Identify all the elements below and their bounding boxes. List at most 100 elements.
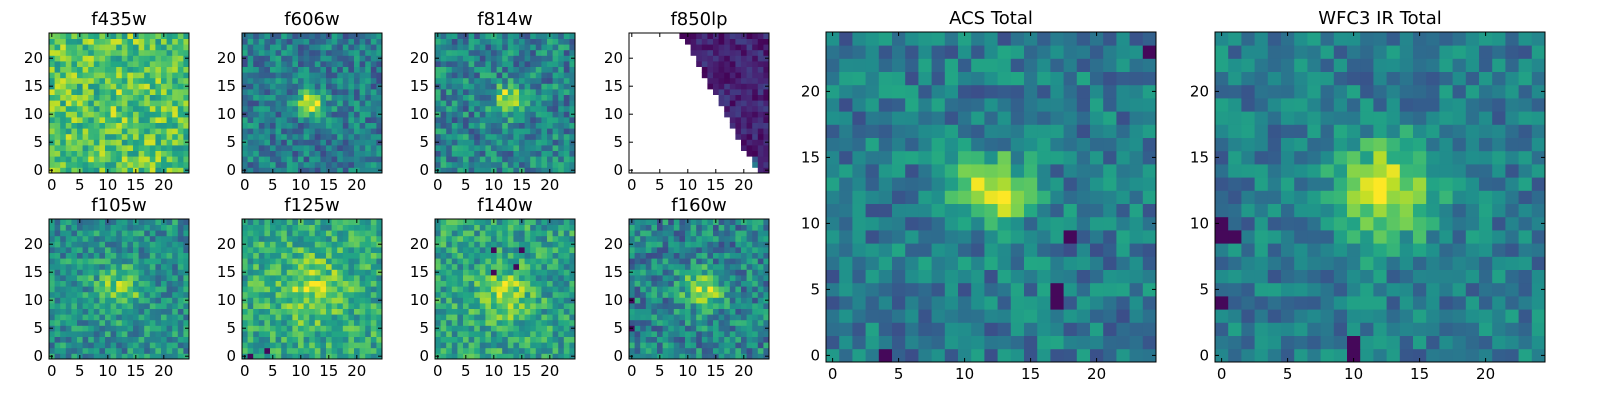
heatmap-cell — [275, 89, 282, 95]
heatmap-cell — [155, 100, 162, 107]
heatmap-cell — [298, 128, 304, 135]
heatmap-cell — [49, 77, 55, 84]
heatmap-cell — [183, 336, 190, 343]
heatmap-cell — [342, 235, 349, 242]
heatmap-cell — [645, 275, 652, 281]
heatmap-cell — [298, 66, 304, 73]
heatmap-cell — [166, 353, 173, 360]
heatmap-cell — [166, 105, 173, 112]
heatmap-cell — [138, 66, 145, 73]
heatmap-cell — [440, 150, 447, 157]
heatmap-cell — [253, 61, 260, 67]
heatmap-cell — [242, 89, 248, 95]
heatmap-cell — [535, 105, 542, 112]
heatmap-cell — [474, 44, 481, 51]
heatmap-cell — [116, 347, 123, 354]
heatmap-cell — [144, 286, 151, 293]
heatmap-cell — [474, 94, 481, 101]
heatmap-cell — [440, 297, 447, 304]
heatmap-cell — [558, 133, 565, 140]
heatmap-cell — [724, 303, 731, 309]
heatmap-cell — [258, 61, 265, 67]
heatmap-cell — [326, 291, 332, 298]
heatmap-cell — [634, 269, 641, 276]
heatmap-cell — [446, 33, 453, 39]
heatmap-cell — [468, 55, 475, 62]
heatmap-cell — [463, 280, 469, 287]
heatmap-cell — [247, 156, 254, 163]
heatmap-cell — [270, 230, 276, 237]
heatmap-cell — [507, 336, 514, 343]
heatmap-cell — [370, 286, 377, 293]
heatmap-cell — [121, 161, 128, 168]
heatmap-cell — [746, 44, 753, 51]
heatmap-cell — [281, 258, 288, 265]
heatmap-cell — [718, 291, 725, 298]
heatmap-cell — [729, 308, 736, 315]
heatmap-cell — [298, 275, 304, 281]
heatmap-cell — [144, 258, 151, 265]
heatmap-cell — [690, 286, 697, 293]
heatmap-cell — [247, 66, 254, 73]
heatmap-cell — [77, 139, 83, 146]
heatmap-cell — [513, 128, 520, 135]
heatmap-cell — [298, 269, 304, 276]
heatmap-cell — [93, 133, 100, 140]
heatmap-cell — [435, 105, 441, 112]
heatmap-cell — [435, 122, 441, 129]
heatmap-cell — [468, 66, 475, 73]
heatmap-cell — [161, 303, 167, 309]
heatmap-cell — [673, 336, 680, 343]
heatmap-cell — [370, 117, 377, 123]
heatmap-cell — [116, 314, 123, 321]
heatmap-cell — [701, 297, 708, 304]
heatmap-cell — [839, 322, 853, 336]
heatmap-cell — [707, 308, 714, 315]
heatmap-cell — [679, 319, 686, 326]
heatmap-cell — [446, 269, 453, 276]
y-tick-label: 0 — [226, 161, 236, 179]
heatmap-cell — [451, 319, 458, 326]
heatmap-cell — [513, 72, 520, 79]
heatmap-cell — [303, 161, 310, 168]
heatmap-cell — [331, 66, 338, 73]
heatmap-cell — [370, 258, 377, 265]
heatmap-cell — [133, 347, 139, 354]
heatmap-cell — [258, 145, 265, 151]
heatmap-cell — [172, 319, 179, 326]
heatmap-cell — [558, 235, 565, 242]
heatmap-cell — [82, 291, 89, 298]
x-tick-label: 20 — [540, 362, 559, 380]
heatmap-cell — [376, 252, 383, 259]
heatmap-cell — [264, 308, 271, 315]
heatmap-cell — [138, 319, 145, 326]
heatmap-cell — [530, 263, 537, 270]
heatmap-cell — [496, 133, 503, 140]
heatmap-cell — [718, 94, 725, 101]
heatmap-cell — [440, 247, 447, 253]
heatmap-cell — [116, 150, 123, 157]
heatmap-cell — [54, 38, 61, 45]
heatmap-cell — [303, 100, 310, 107]
heatmap-cell — [298, 247, 304, 253]
heatmap-cell — [110, 280, 117, 287]
heatmap-cell — [65, 161, 72, 168]
heatmap-cell — [71, 252, 78, 259]
heatmap-cell — [741, 83, 747, 90]
heatmap-cell — [127, 33, 134, 39]
heatmap-cell — [121, 280, 128, 287]
heatmap-cell — [746, 77, 753, 84]
heatmap-cell — [258, 269, 265, 276]
heatmap-cell — [342, 44, 349, 51]
heatmap-cell — [519, 325, 525, 332]
heatmap-cell — [149, 230, 156, 237]
heatmap-cell — [281, 133, 288, 140]
heatmap-cell — [161, 66, 167, 73]
heatmap-cell — [292, 49, 299, 56]
heatmap-cell — [177, 331, 184, 337]
heatmap-cell — [359, 303, 366, 309]
heatmap-cell — [292, 44, 299, 51]
heatmap-cell — [535, 61, 542, 67]
heatmap-cell — [298, 38, 304, 45]
heatmap-cell — [547, 89, 553, 95]
